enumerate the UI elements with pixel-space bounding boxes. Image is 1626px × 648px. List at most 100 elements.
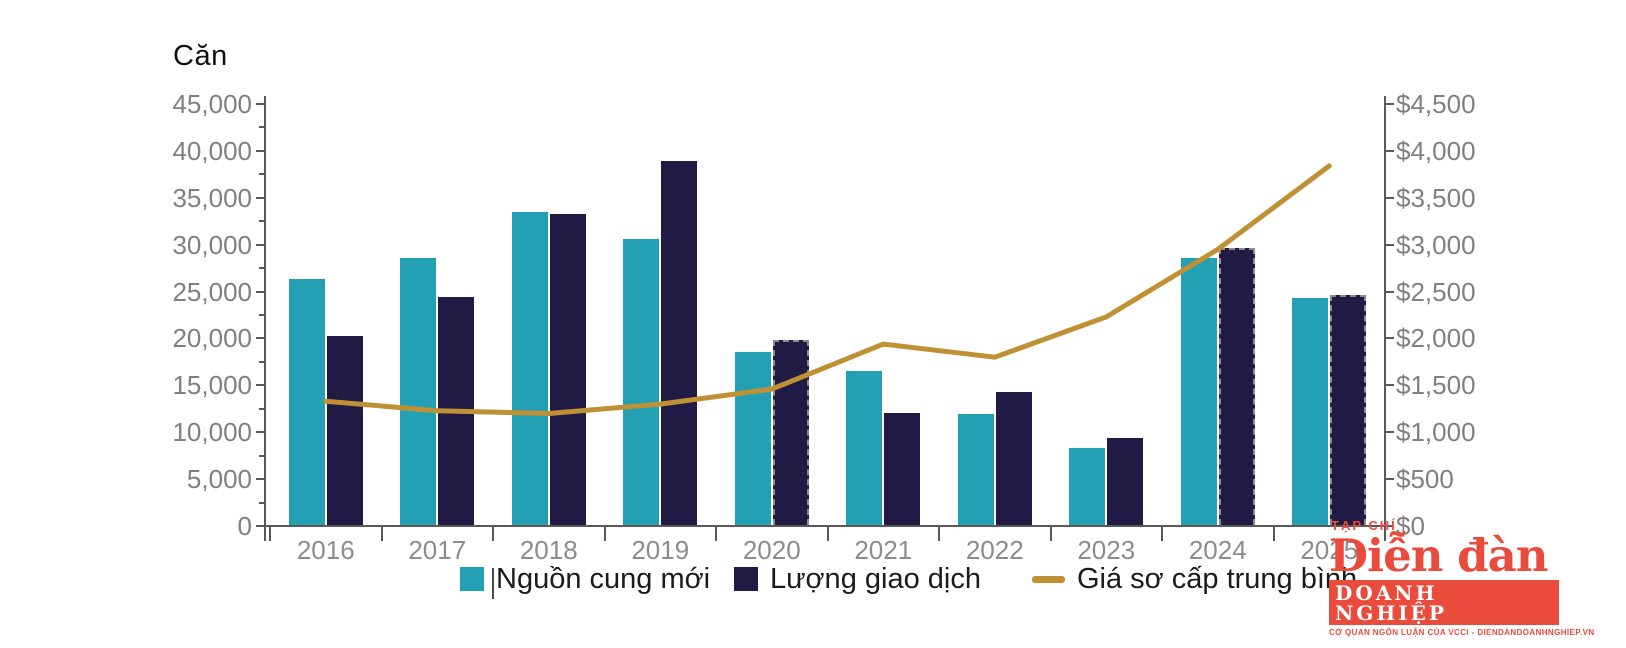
y-axis-right-tick-label: $2,000 xyxy=(1396,323,1476,354)
bar-nguon-cung-moi-2021 xyxy=(846,371,883,525)
y-axis-left-tick-label: 20,000 xyxy=(172,323,252,354)
y-axis-left xyxy=(264,96,266,541)
x-axis-tick xyxy=(826,526,829,541)
legend-square-swatch xyxy=(460,567,484,591)
y-axis-right-tick-label: $1,000 xyxy=(1396,417,1476,448)
y-axis-right-tick xyxy=(1385,290,1394,293)
bar-luong-giao-dich-2024 xyxy=(1218,248,1255,525)
bar-nguon-cung-moi-2025 xyxy=(1292,298,1329,525)
bar-nguon-cung-moi-2020 xyxy=(734,351,771,525)
logo-name: Diễn đàn xyxy=(1329,529,1548,582)
legend-line-swatch xyxy=(1032,575,1065,583)
y-axis-right-tick-label: $0 xyxy=(1396,511,1425,541)
y-axis-right-tick xyxy=(1385,337,1394,340)
x-axis-year-label: 2017 xyxy=(408,535,467,565)
y-axis-left-tick-label: 45,000 xyxy=(172,89,252,119)
bar-luong-giao-dich-2025 xyxy=(1330,295,1367,525)
x-axis-year-label: 2024 xyxy=(1188,535,1247,565)
x-axis-year-label: 2025 xyxy=(1300,535,1359,565)
y-axis-right-tick-label: $3,000 xyxy=(1396,229,1476,260)
x-axis-tick xyxy=(603,526,606,541)
x-axis-year-label: 2022 xyxy=(965,535,1024,565)
y-axis-left-minor-tick xyxy=(259,267,265,270)
x-axis-tick xyxy=(715,526,717,541)
y-axis-right xyxy=(1384,96,1386,527)
y-axis-right-tick-label: $1,500 xyxy=(1396,370,1476,401)
x-axis-tick xyxy=(269,526,271,541)
y-axis-left-tick-label: 10,000 xyxy=(172,417,252,448)
y-axis-left-tick xyxy=(256,431,265,434)
x-axis-year-label: 2023 xyxy=(1077,535,1136,565)
logo-kicker: TẠP CHÍ xyxy=(1331,518,1397,533)
bar-nguon-cung-moi-2019 xyxy=(623,239,660,525)
publisher-logo: TẠP CHÍ Diễn đàn DOANH NGHIỆP CƠ QUAN NG… xyxy=(1329,518,1595,637)
y-axis-right-tick-label: $2,500 xyxy=(1396,276,1476,307)
bar-luong-giao-dich-2018 xyxy=(549,213,586,525)
y-axis-left-minor-tick xyxy=(259,501,265,504)
x-axis-year-label: 2021 xyxy=(854,535,913,565)
bar-luong-giao-dich-2021 xyxy=(884,412,921,525)
y-axis-left-tick-label: 0 xyxy=(237,511,252,541)
y-axis-left-tick-label: 5,000 xyxy=(186,464,252,495)
legend-label: Lượng giao dịch xyxy=(770,562,981,595)
y-axis-right-tick-label: $500 xyxy=(1396,464,1454,495)
x-axis-tick xyxy=(492,526,494,541)
y-axis-right-tick xyxy=(1385,431,1394,434)
x-axis-tick xyxy=(1272,526,1275,541)
bar-nguon-cung-moi-2023 xyxy=(1069,448,1106,525)
y-axis-left-tick xyxy=(256,337,265,340)
y-axis-left-tick-label: 35,000 xyxy=(172,182,252,213)
x-axis-year-label: 2018 xyxy=(519,535,578,565)
bar-luong-giao-dich-2022 xyxy=(995,391,1032,525)
y-axis-left-tick-label: 25,000 xyxy=(172,276,252,307)
y-axis-left-tick xyxy=(256,196,265,199)
text-cursor-artifact xyxy=(492,568,494,599)
legend-square-swatch xyxy=(734,567,758,591)
y-axis-right-tick xyxy=(1385,384,1394,387)
bar-luong-giao-dich-2019 xyxy=(661,161,698,525)
bar-nguon-cung-moi-2018 xyxy=(511,211,548,525)
y-axis-left-tick xyxy=(256,478,265,481)
legend-item-luong-giao-dich: Lượng giao dịch xyxy=(734,562,981,596)
y-axis-right-tick xyxy=(1385,149,1394,152)
y-axis-right-tick-label: $4,000 xyxy=(1396,135,1476,166)
bar-luong-giao-dich-2020 xyxy=(772,340,809,525)
x-axis-tick xyxy=(938,526,940,541)
y-axis-left-tick-label: 15,000 xyxy=(172,370,252,401)
y-axis-left-tick xyxy=(256,103,265,105)
x-axis-tick xyxy=(380,526,383,541)
price-line xyxy=(323,163,1332,416)
x-axis-year-label: 2020 xyxy=(742,535,801,565)
bar-luong-giao-dich-2016 xyxy=(326,335,363,525)
x-axis-tick xyxy=(1384,526,1386,541)
y-axis-left-tick xyxy=(256,384,265,387)
y-axis-right-tick-label: $4,500 xyxy=(1396,89,1476,119)
legend-label: Giá sơ cấp trung bình xyxy=(1077,562,1358,595)
y-axis-left-minor-tick xyxy=(259,173,265,176)
bar-nguon-cung-moi-2016 xyxy=(288,279,325,525)
y-axis-left-minor-tick xyxy=(259,220,265,223)
y-axis-right-tick xyxy=(1385,196,1394,199)
y-axis-left-tick xyxy=(256,149,265,152)
bar-luong-giao-dich-2023 xyxy=(1107,437,1144,525)
legend-item-nguon-cung-moi: Nguồn cung mới xyxy=(460,562,710,596)
y-axis-left-tick xyxy=(256,243,265,246)
bar-nguon-cung-moi-2024 xyxy=(1180,257,1217,525)
legend-item-gia-so-cap: Giá sơ cấp trung bình xyxy=(1032,562,1357,596)
y-axis-left-minor-tick xyxy=(259,454,265,457)
x-axis-year-label: 2016 xyxy=(296,535,355,565)
y-axis-right-tick xyxy=(1385,478,1394,481)
logo-banner: DOANH NGHIỆP xyxy=(1329,580,1559,625)
y-axis-right-tick-label: $3,500 xyxy=(1396,182,1476,213)
x-axis xyxy=(258,525,1386,527)
bar-nguon-cung-moi-2022 xyxy=(957,414,994,525)
y-axis-left-minor-tick xyxy=(259,360,265,363)
y-axis-left-minor-tick xyxy=(259,314,265,316)
y-axis-left-tick-label: 30,000 xyxy=(172,229,252,260)
logo-tagline: CƠ QUAN NGÔN LUẬN CỦA VCCI - DIENDANDOAN… xyxy=(1329,628,1595,637)
y-axis-left-tick xyxy=(256,290,265,293)
y-axis-right-tick xyxy=(1385,243,1394,246)
y-axis-right-tick xyxy=(1385,525,1394,527)
bar-luong-giao-dich-2017 xyxy=(438,297,475,525)
